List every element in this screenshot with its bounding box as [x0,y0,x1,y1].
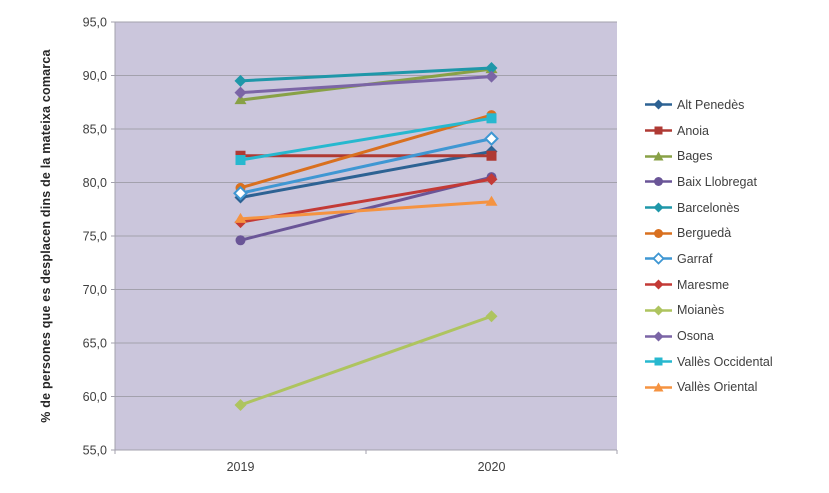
legend-item-bergued-: Berguedà [645,220,829,246]
legend-marker-icon [645,177,672,187]
data-point-marker [234,399,247,412]
series-line [240,75,492,95]
legend-marker [653,151,664,161]
legend: Alt Penedès Anoia Bages Baix Llobregat B… [645,92,829,400]
series-line [239,314,493,407]
series-garraf [233,131,499,201]
legend-marker [654,177,663,187]
legend-marker-icon [645,382,672,392]
y-tick-label: 65,0 [83,337,107,351]
series-line [240,113,492,190]
data-point-marker [234,86,247,99]
legend-marker [653,99,664,110]
data-point-marker [484,131,499,147]
y-tick-label: 85,0 [83,123,107,137]
legend-item-label: Baix Llobregat [677,174,757,189]
legend-item-barcelon-s: Barcelonès [645,195,829,221]
legend-item-label: Vallès Oriental [677,380,758,395]
x-tick-label: 2020 [478,460,506,474]
x-tick-label: 2019 [227,460,255,474]
legend-item-moian-s: Moianès [645,298,829,324]
data-point-marker [485,173,498,186]
data-point-marker [234,94,247,105]
legend-marker [654,228,663,238]
series-vall-s-oriental [234,195,498,223]
legend-marker [653,279,664,290]
legend-item-label: Alt Penedès [677,97,745,112]
series-moian-s [234,310,498,412]
series-osona [234,70,498,99]
series-line [240,116,492,162]
series-barcelon-s [234,62,498,87]
y-tick-label: 60,0 [83,390,107,404]
y-tick-label: 75,0 [83,230,107,244]
data-point-marker [233,185,248,201]
legend-marker [653,305,664,316]
data-point-marker [485,310,498,323]
y-tick-label: 80,0 [83,176,107,190]
legend-marker [653,331,664,342]
legend-item-label: Bages [677,149,713,164]
legend-item-label: Maresme [677,277,730,292]
data-point-marker [235,155,246,166]
legend-item-bages: Bages [645,143,829,169]
legend-marker-icon [645,331,672,342]
legend-marker-icon [645,252,672,266]
y-tick-label: 70,0 [83,283,107,297]
legend-item-vall-s-oriental: Vallès Oriental [645,375,829,401]
legend-marker-icon [645,305,672,316]
legend-item-osona: Osona [645,323,829,349]
data-point-marker [235,235,246,246]
legend-item-label: Barcelonès [677,200,740,215]
legend-marker [653,202,664,213]
legend-item-label: Vallès Occidental [677,354,773,369]
data-point-marker [485,70,498,83]
legend-marker-icon [645,228,672,238]
legend-marker [653,382,664,392]
legend-marker [654,126,663,135]
legend-marker-icon [645,151,672,161]
legend-marker-icon [645,357,672,366]
legend-marker-icon [645,126,672,135]
y-tick-label: 55,0 [83,444,107,458]
legend-item-maresme: Maresme [645,272,829,298]
legend-marker [654,357,663,366]
legend-item-label: Moianès [677,303,725,318]
legend-item-anoia: Anoia [645,118,829,144]
y-tick-label: 90,0 [83,69,107,83]
legend-marker-icon [645,202,672,213]
legend-item-label: Garraf [677,251,713,266]
data-point-marker [486,113,497,124]
data-point-marker [485,62,498,75]
legend-item-baix-llobregat: Baix Llobregat [645,169,829,195]
series-line [240,66,492,83]
legend-marker [652,252,665,266]
legend-item-alt-pened-s: Alt Penedès [645,92,829,118]
legend-item-label: Anoia [677,123,709,138]
data-point-marker [486,150,497,161]
data-point-marker [234,74,247,87]
legend-item-label: Berguedà [677,226,732,241]
series-line [240,137,492,195]
data-point-marker [485,195,498,206]
legend-marker-icon [645,279,672,290]
series-vall-s-occidental [235,113,497,166]
legend-item-vall-s-occidental: Vallès Occidental [645,349,829,375]
legend-item-garraf: Garraf [645,246,829,272]
y-axis-title: % de persones que es desplacen dins de l… [39,49,53,423]
series-line [240,200,492,221]
legend-marker-icon [645,99,672,110]
legend-item-label: Osona [677,329,714,344]
series-line [240,149,492,199]
data-point-marker [234,212,247,223]
y-tick-label: 95,0 [83,16,107,30]
